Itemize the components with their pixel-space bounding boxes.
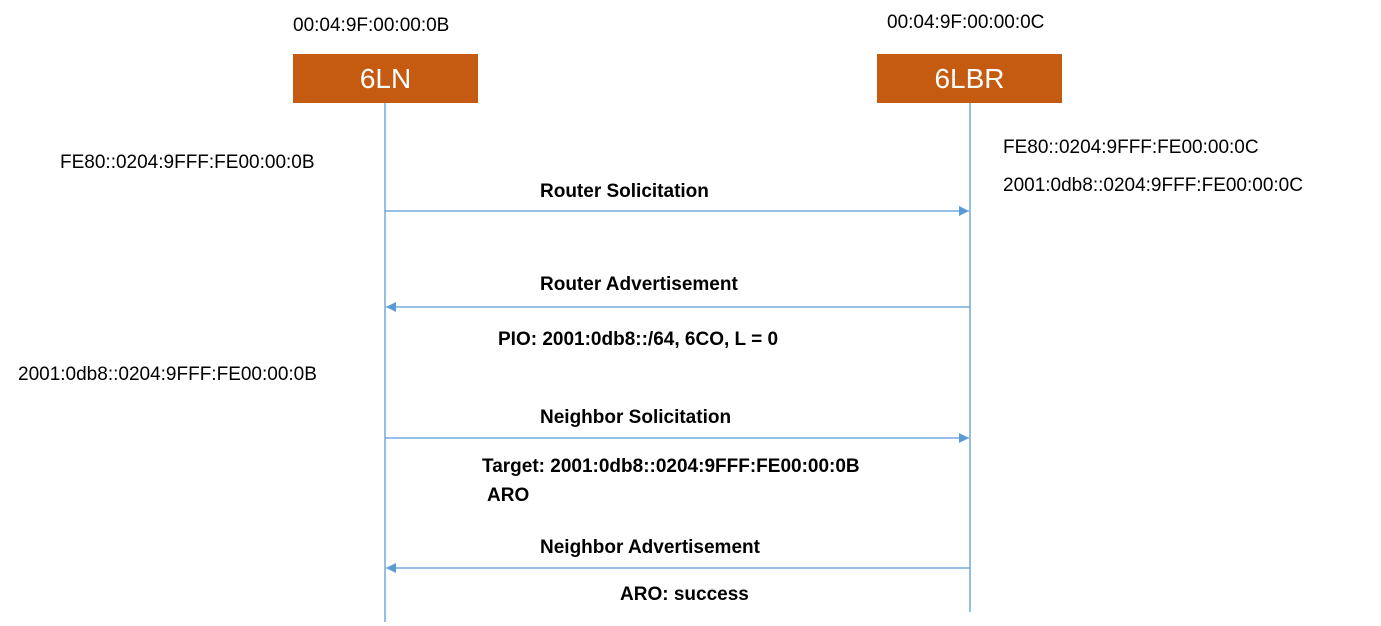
mac-6lbr: 00:04:9F:00:00:0C <box>887 12 1045 33</box>
node-6lbr: 6LBR <box>877 54 1062 103</box>
mac-6ln: 00:04:9F:00:00:0B <box>293 15 450 36</box>
address-6ln-link-local: FE80::0204:9FFF:FE00:00:0B <box>60 152 315 173</box>
address-6ln-global: 2001:0db8::0204:9FFF:FE00:00:0B <box>18 364 317 385</box>
message-neighbor-solicitation: Neighbor Solicitation <box>540 407 732 428</box>
message-neighbor-advertisement: Neighbor Advertisement <box>540 537 760 558</box>
detail-pio: PIO: 2001:0db8::/64, 6CO, L = 0 <box>498 329 779 350</box>
node-6ln: 6LN <box>293 54 478 103</box>
detail-aro: ARO <box>487 485 530 506</box>
detail-aro-success: ARO: success <box>620 584 749 605</box>
message-router-advertisement: Router Advertisement <box>540 274 738 295</box>
detail-target: Target: 2001:0db8::0204:9FFF:FE00:00:0B <box>482 456 860 477</box>
address-6lbr-global: 2001:0db8::0204:9FFF:FE00:00:0C <box>1003 175 1303 196</box>
message-router-solicitation: Router Solicitation <box>540 181 709 202</box>
address-6lbr-link-local: FE80::0204:9FFF:FE00:00:0C <box>1003 137 1259 158</box>
